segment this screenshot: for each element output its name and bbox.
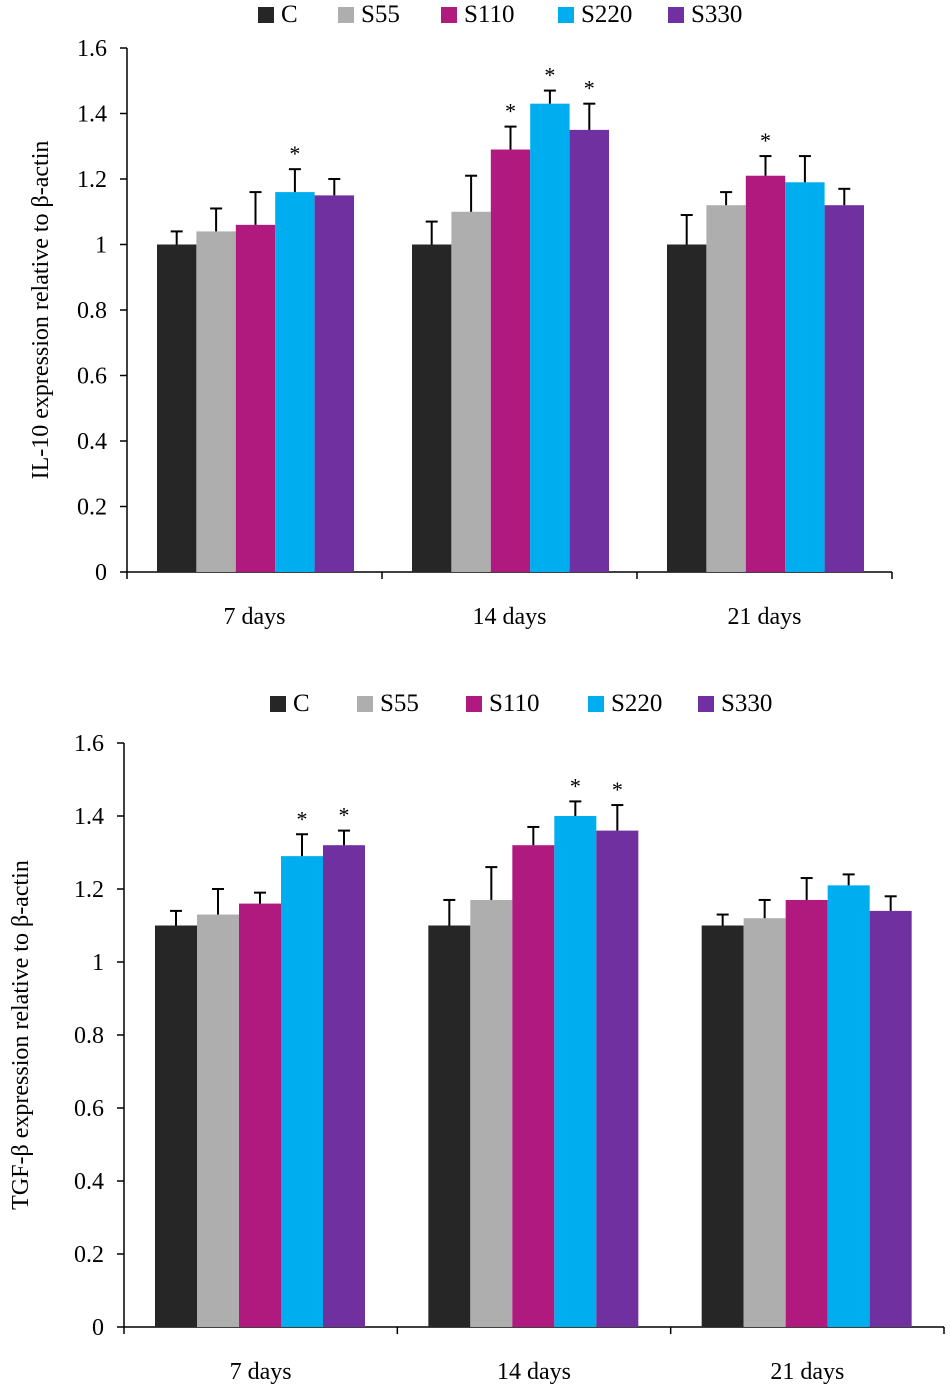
bar-s220-1 <box>281 856 323 1327</box>
legend-swatch-s330 <box>668 7 684 23</box>
significance-star: * <box>612 777 623 802</box>
y-tick-label: 1.6 <box>77 36 107 62</box>
y-tick-label: 0.4 <box>74 1169 104 1195</box>
bar-s220-3 <box>827 885 870 1327</box>
legend-swatch-s55 <box>357 696 373 712</box>
bar-s110-1 <box>235 224 276 572</box>
x-category-label: 7 days <box>230 1359 292 1385</box>
bar-c-3 <box>667 244 707 572</box>
legend-label-s220: S220 <box>581 1 632 28</box>
y-tick-label: 1 <box>95 233 107 259</box>
legend-label-s55: S55 <box>361 1 400 28</box>
y-tick-label: 1.4 <box>77 102 107 128</box>
legend-label-s110: S110 <box>489 690 539 717</box>
y-tick-label: 0 <box>92 1315 104 1341</box>
legend-swatch-s110 <box>466 696 482 712</box>
significance-star: * <box>297 806 308 831</box>
bar-s110-3 <box>745 175 786 572</box>
legend-label-s110: S110 <box>464 1 514 28</box>
bar-c-2 <box>412 244 452 572</box>
bar-c-3 <box>701 925 744 1327</box>
y-tick-label: 1 <box>92 950 104 976</box>
y-axis-title: IL-10 expression relative to β-actin <box>28 141 54 480</box>
bar-s330-1 <box>323 845 365 1327</box>
il10-chart: 0 0.2 0.4 0.6 0.8 1 1.2 1.4 1.6 IL-10 expression … <box>28 1 893 630</box>
legend-swatch-s220 <box>558 7 574 23</box>
legend-swatch-s110 <box>441 7 457 23</box>
bar-s220-2 <box>530 103 570 573</box>
bar-c-2 <box>428 925 471 1327</box>
bar-s330-2 <box>569 129 609 572</box>
legend-swatch-s330 <box>698 696 714 712</box>
bar-s110-2 <box>512 845 555 1327</box>
bar-s110-3 <box>785 899 828 1327</box>
bar-s330-1 <box>314 195 354 572</box>
bar-s330-3 <box>869 910 912 1327</box>
significance-star: * <box>505 99 516 124</box>
y-tick-label: 0.6 <box>77 364 107 390</box>
legend-label-s220: S220 <box>611 690 662 717</box>
y-tick-label: 0.2 <box>74 1242 104 1268</box>
y-tick-label: 0 <box>95 560 107 586</box>
x-category-label: 7 days <box>224 604 286 630</box>
legend-label-s55: S55 <box>380 690 419 717</box>
x-category-label: 21 days <box>770 1359 844 1385</box>
legend-swatch-s220 <box>588 696 604 712</box>
significance-star: * <box>544 63 555 88</box>
legend-swatch-s55 <box>338 7 354 23</box>
legend-label-s330: S330 <box>721 690 772 717</box>
significance-star: * <box>289 141 300 166</box>
y-tick-label: 0.4 <box>77 429 107 455</box>
significance-star: * <box>339 803 350 828</box>
bar-c-1 <box>157 244 197 572</box>
legend-label-c: C <box>293 690 310 717</box>
significance-star: * <box>570 773 581 798</box>
significance-star: * <box>760 128 771 153</box>
bar-c-1 <box>155 925 197 1327</box>
bar-s220-3 <box>785 182 825 572</box>
y-axis-title: TGF-β expression relative to β-actin <box>8 860 34 1210</box>
bar-s110-2 <box>490 149 531 572</box>
y-tick-label: 0.6 <box>74 1096 104 1122</box>
y-tick-label: 0.8 <box>74 1023 104 1049</box>
y-tick-label: 1.2 <box>74 877 104 903</box>
bar-s330-3 <box>824 205 864 572</box>
significance-star: * <box>584 76 595 101</box>
bar-s220-2 <box>554 816 597 1327</box>
bar-s55-3 <box>743 918 786 1327</box>
bar-s220-1 <box>275 192 315 572</box>
legend-label-c: C <box>281 1 298 28</box>
bar-s55-3 <box>706 205 746 572</box>
bar-s55-2 <box>451 211 491 572</box>
y-tick-label: 1.6 <box>74 731 104 757</box>
legend-swatch-c <box>258 7 274 23</box>
bar-s55-1 <box>197 914 239 1327</box>
tgfb-chart: 0 0.2 0.4 0.6 0.8 1 1.2 1.4 1.6 TGF-β expression … <box>8 690 945 1385</box>
y-tick-label: 0.8 <box>77 298 107 324</box>
y-tick-label: 1.2 <box>77 167 107 193</box>
x-category-label: 14 days <box>497 1359 571 1385</box>
legend-label-s330: S330 <box>691 1 742 28</box>
bar-s110-1 <box>239 903 281 1327</box>
x-category-label: 21 days <box>728 604 802 630</box>
y-tick-label: 1.4 <box>74 804 104 830</box>
bar-s330-2 <box>596 830 639 1327</box>
x-category-label: 14 days <box>473 604 547 630</box>
bar-s55-2 <box>470 899 513 1327</box>
legend-swatch-c <box>270 696 286 712</box>
y-tick-label: 0.2 <box>77 495 107 521</box>
bar-s55-1 <box>196 231 236 572</box>
